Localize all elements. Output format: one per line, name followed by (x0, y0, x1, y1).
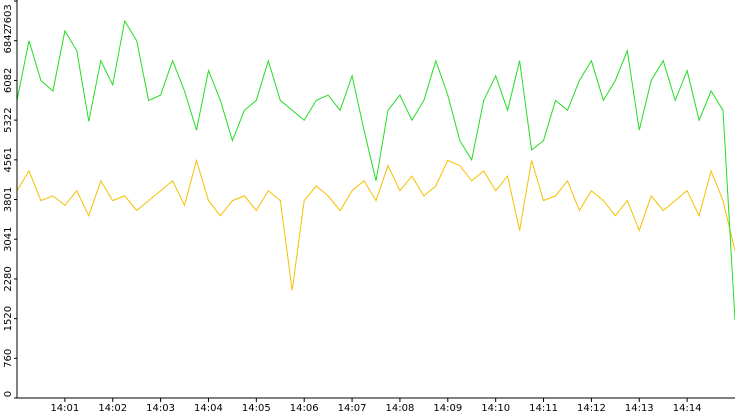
y-tick-label: 6842 (3, 28, 14, 53)
y-tick-label: 7603 (3, 4, 14, 29)
x-tick-label: 14:09 (433, 403, 462, 414)
y-tick-label: 3801 (3, 187, 14, 212)
y-tick-label: 3041 (3, 226, 14, 251)
y-tick-label: 6082 (3, 68, 14, 93)
x-tick-label: 14:06 (290, 403, 319, 414)
y-tick-label: 0 (3, 391, 14, 397)
y-tick-label: 1520 (3, 306, 14, 331)
y-tick-label: 4561 (3, 147, 14, 172)
y-tick-label: 760 (3, 349, 14, 368)
x-tick-label: 14:01 (50, 403, 79, 414)
x-tick-label: 14:08 (386, 403, 415, 414)
series-line (16, 158, 735, 291)
x-tick-label: 14:14 (673, 403, 702, 414)
y-tick-label: 2280 (3, 266, 14, 291)
x-tick-label: 14:04 (194, 403, 223, 414)
x-tick-label: 14:12 (577, 403, 606, 414)
x-tick-label: 14:07 (338, 403, 367, 414)
series-line (16, 19, 735, 321)
x-tick-label: 14:13 (625, 403, 654, 414)
x-tick-label: 14:10 (481, 403, 510, 414)
x-tick-label: 14:02 (98, 403, 127, 414)
y-tick-label: 5322 (3, 107, 14, 132)
x-tick-label: 14:05 (242, 403, 271, 414)
x-tick-label: 14:11 (529, 403, 558, 414)
x-tick-label: 14:03 (146, 403, 175, 414)
